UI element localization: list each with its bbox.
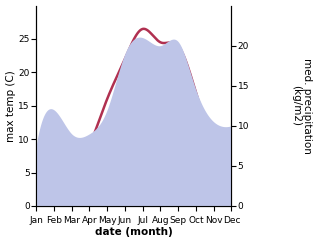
Y-axis label: max temp (C): max temp (C)	[5, 70, 16, 142]
Y-axis label: med. precipitation
(kg/m2): med. precipitation (kg/m2)	[291, 58, 313, 154]
X-axis label: date (month): date (month)	[95, 227, 173, 237]
